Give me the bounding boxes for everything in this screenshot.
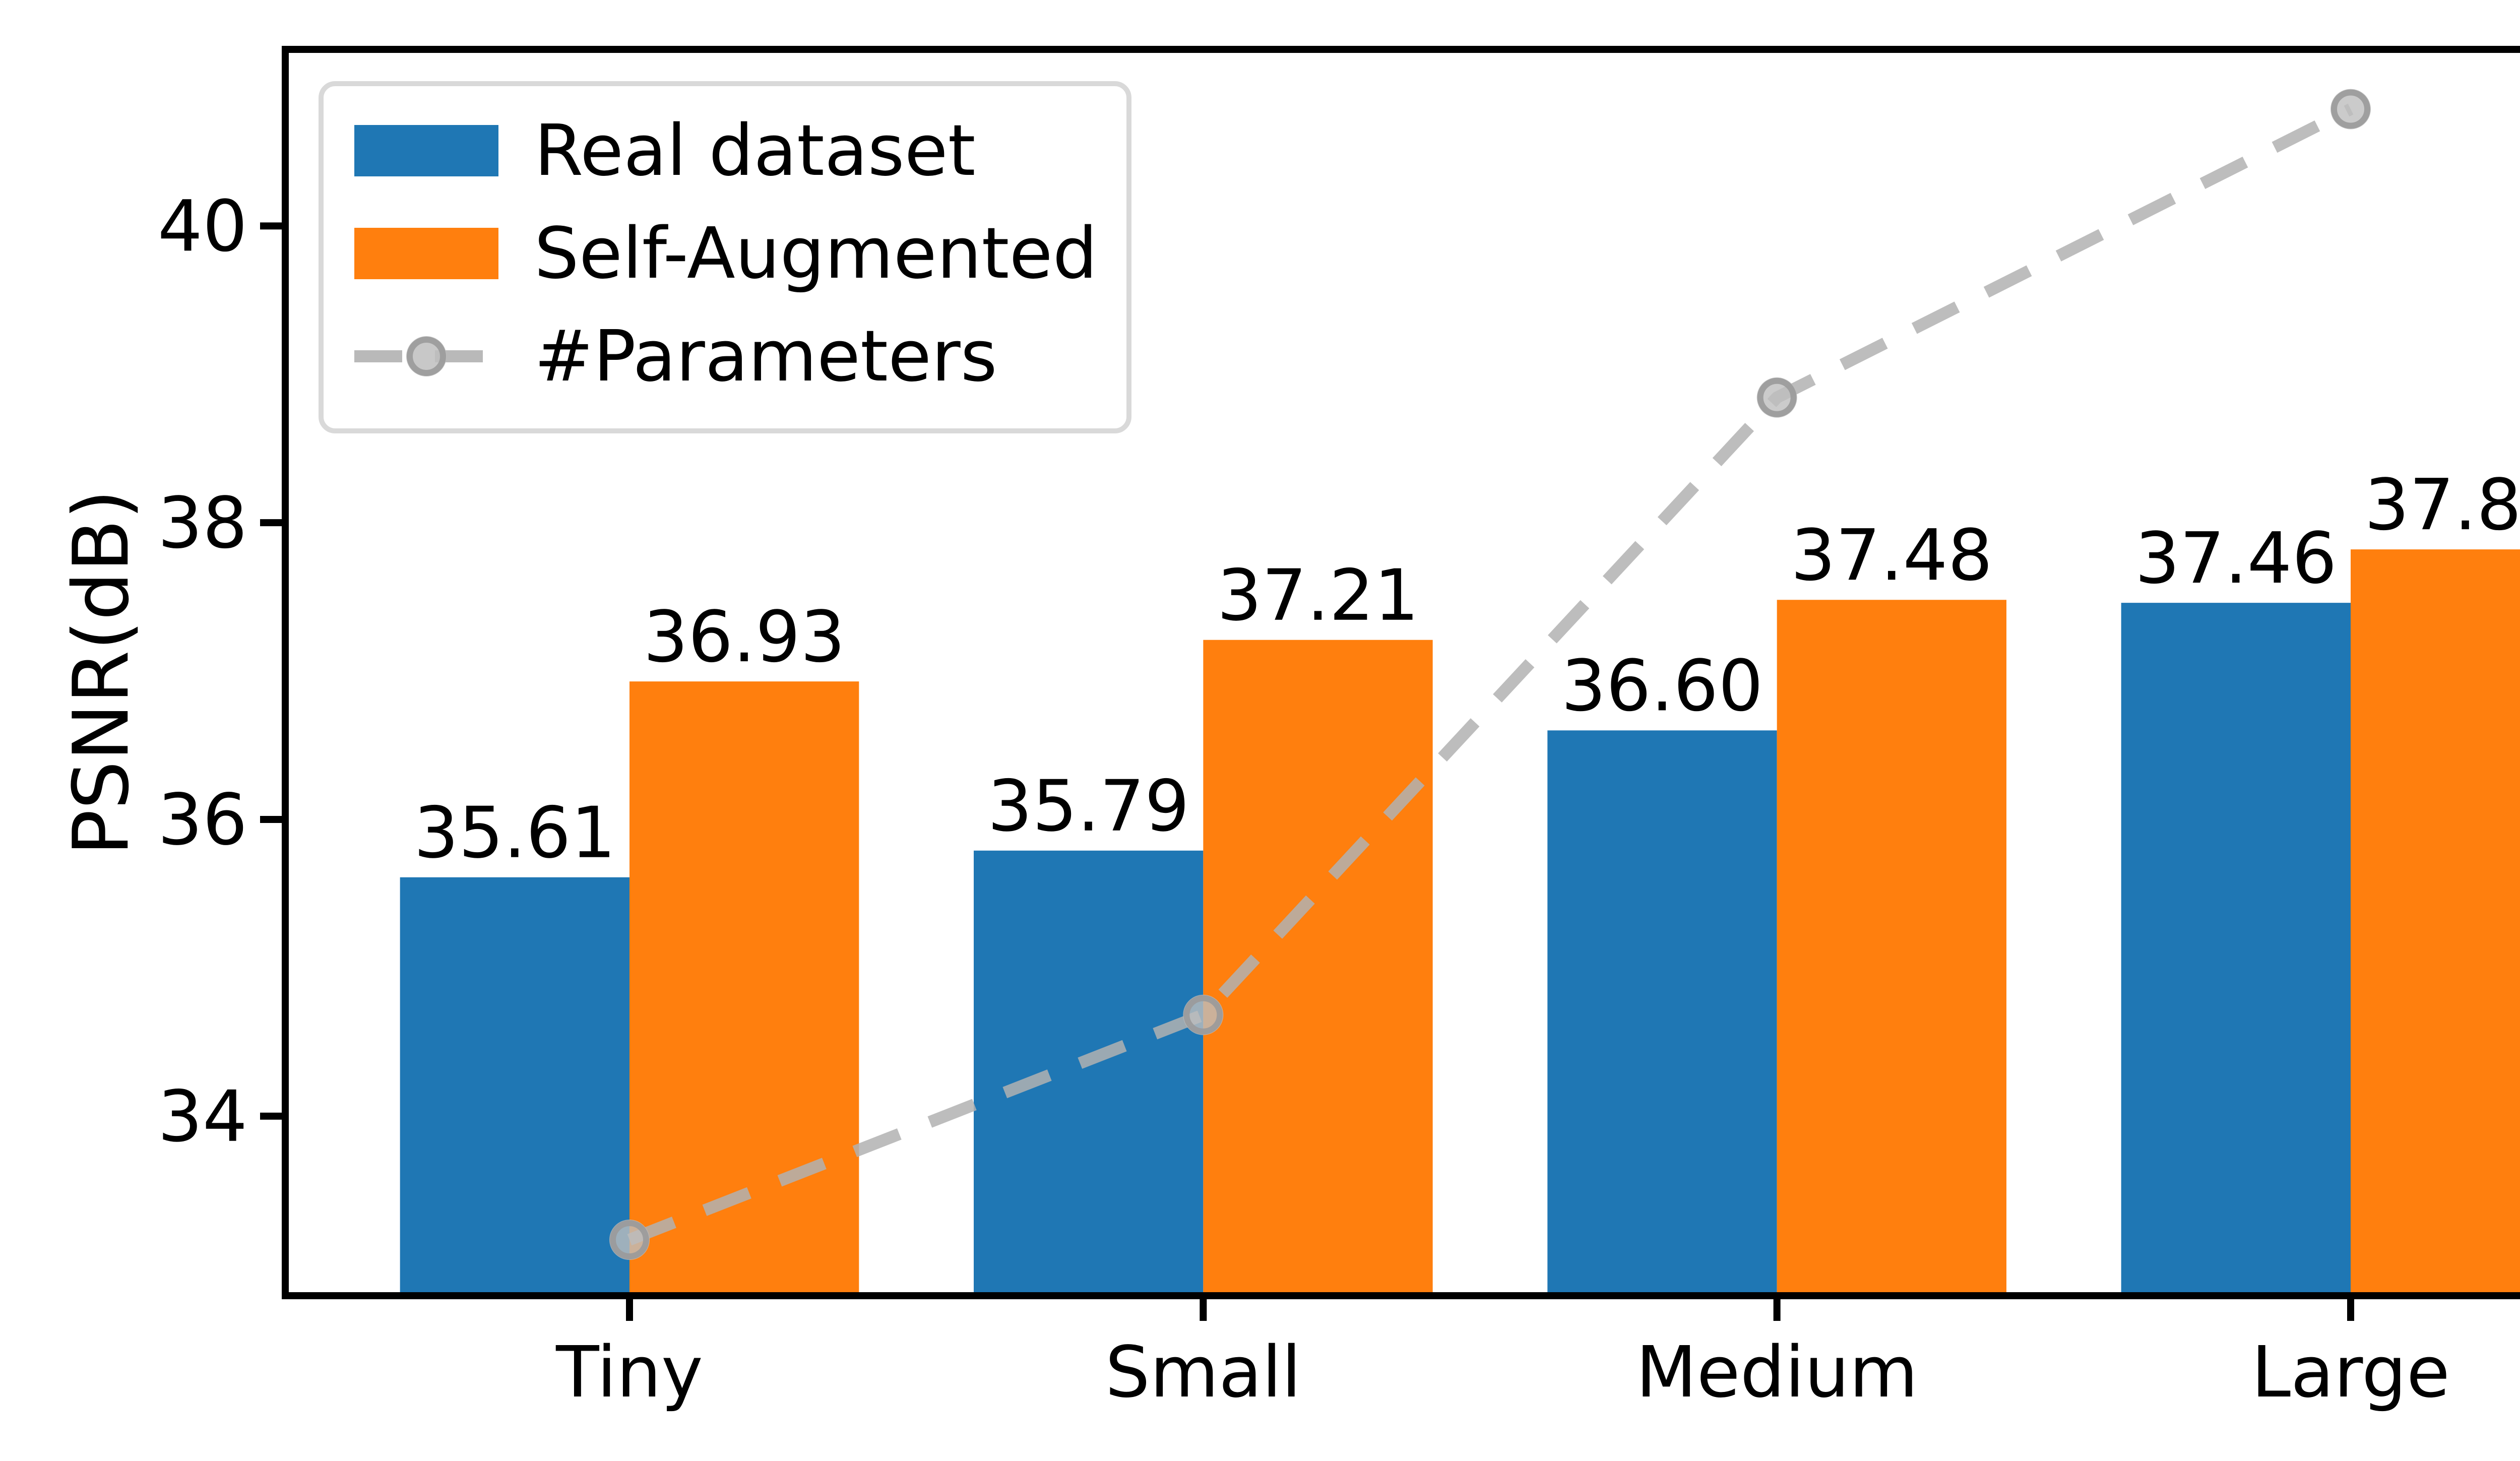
bar-augmented-small — [1203, 640, 1433, 1296]
parameters-marker-ring — [1183, 995, 1223, 1035]
legend-marker-ring — [407, 337, 446, 376]
bar-value-label: 35.61 — [414, 792, 616, 874]
parameters-line — [627, 103, 2354, 1246]
bar-value-label: 36.93 — [643, 596, 845, 678]
left-tick-label: 40 — [158, 185, 247, 268]
bar-value-labels: 35.61 35.79 36.60 37.46 36.93 37.21 37.48 37.82 — [414, 464, 2520, 874]
bar-real-large — [2121, 603, 2351, 1296]
parameters-marker-ring — [2331, 89, 2370, 129]
parameters-marker-ring — [1757, 377, 1797, 417]
bar-real-medium — [1547, 730, 1777, 1296]
legend: Real dataset Self-Augmented #Parameters — [319, 81, 1131, 433]
legend-label-1: Self-Augmented — [534, 213, 1097, 295]
x-tick-label-small: Small — [1105, 1331, 1301, 1414]
left-tick-label: 34 — [158, 1076, 247, 1158]
axes-frame — [282, 46, 2520, 1299]
legend-swatch-real-dataset — [354, 125, 498, 176]
parameters-line-group — [609, 89, 2371, 1260]
left-axis-title: PSNR(dB) — [56, 489, 146, 856]
bar-value-label: 37.21 — [1217, 555, 1419, 637]
bar-real-tiny — [400, 877, 629, 1296]
x-tick-label-large: Large — [2251, 1331, 2450, 1414]
bar-value-label: 35.79 — [987, 766, 1189, 848]
bar-value-label: 36.60 — [1561, 645, 1763, 727]
legend-label-0: Real dataset — [534, 110, 976, 192]
bar-augmented-large — [2351, 549, 2520, 1296]
legend-box — [319, 81, 1131, 433]
legend-label-2: #Parameters — [534, 315, 997, 398]
bar-value-label: 37.82 — [2364, 464, 2520, 546]
x-tick-label-medium: Medium — [1636, 1331, 1918, 1414]
ticks-group: 34363840106107108TinySmallMediumLarge — [158, 185, 2450, 1414]
x-tick-label-tiny: Tiny — [555, 1331, 703, 1414]
bar-real-small — [974, 850, 1204, 1296]
left-tick-label: 38 — [158, 482, 247, 564]
bar-value-label: 37.46 — [2135, 518, 2337, 600]
left-tick-label: 36 — [158, 779, 247, 861]
bar-augmented-tiny — [629, 681, 859, 1296]
bar-augmented-medium — [1777, 600, 2006, 1296]
bar-value-label: 37.48 — [1791, 515, 1993, 597]
legend-swatch-self-augmented — [354, 228, 498, 279]
parameters-marker-ring — [610, 1220, 649, 1259]
